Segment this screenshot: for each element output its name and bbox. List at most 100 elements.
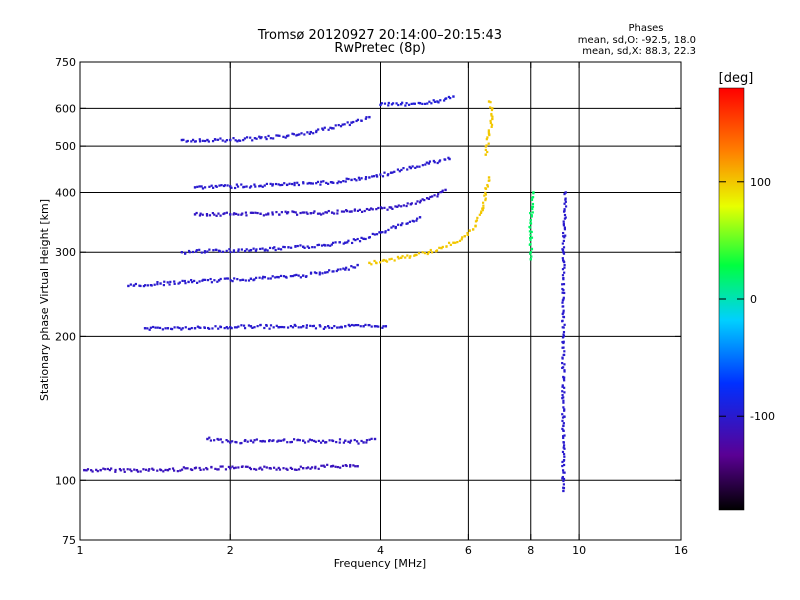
data-point [490, 125, 493, 128]
data-point [562, 401, 565, 404]
data-point [441, 245, 444, 249]
data-point [195, 249, 198, 252]
data-point [382, 325, 385, 328]
data-point [193, 213, 197, 216]
data-point [364, 117, 367, 120]
data-point [433, 161, 436, 164]
data-point [300, 326, 303, 329]
data-point [321, 272, 324, 275]
data-point [408, 220, 412, 223]
data-point [436, 161, 439, 165]
data-point [360, 177, 363, 180]
data-point [264, 248, 267, 251]
data-point [307, 246, 311, 249]
data-point [236, 185, 240, 188]
data-point [249, 439, 253, 442]
data-point [364, 237, 367, 241]
data-point [335, 269, 338, 273]
data-point [178, 326, 181, 330]
data-point [373, 437, 377, 441]
data-point [232, 467, 236, 470]
data-point [123, 470, 126, 473]
data-point [561, 320, 564, 323]
data-point [562, 246, 566, 249]
data-point [283, 326, 286, 329]
data-point [114, 470, 117, 473]
data-point [272, 137, 275, 140]
data-point [219, 277, 222, 281]
data-point [315, 130, 318, 134]
data-point [309, 130, 312, 134]
data-point [226, 184, 229, 187]
data-point [181, 327, 184, 330]
data-point [531, 205, 535, 208]
data-point [292, 210, 295, 214]
data-point [481, 209, 484, 212]
data-point [130, 470, 133, 473]
data-point [314, 467, 317, 470]
data-point [308, 181, 311, 185]
data-point [562, 316, 566, 319]
data-point [355, 440, 359, 443]
data-point [563, 228, 567, 231]
data-point [562, 239, 565, 243]
data-point [162, 470, 165, 473]
data-point [236, 140, 239, 143]
data-point [166, 327, 170, 330]
data-point [382, 258, 385, 262]
data-point [562, 424, 565, 428]
data-point [562, 296, 565, 299]
data-point [261, 247, 264, 250]
data-point [232, 249, 236, 252]
data-point [289, 466, 292, 469]
data-point [259, 184, 262, 188]
data-point [319, 325, 322, 328]
data-point [244, 438, 247, 442]
data-point [484, 153, 487, 156]
data-point [322, 464, 325, 467]
data-point [458, 239, 462, 242]
data-point [324, 244, 327, 247]
data-point [445, 245, 448, 248]
data-point [561, 384, 564, 387]
data-point [211, 211, 214, 215]
y-tick-label: 600 [55, 102, 76, 115]
data-point [370, 325, 373, 328]
data-point [563, 409, 566, 412]
data-point [562, 486, 565, 489]
data-point [440, 246, 443, 250]
data-point [354, 239, 357, 242]
data-point [334, 465, 337, 468]
data-point [394, 205, 397, 208]
data-point [83, 468, 86, 472]
chart-title: Tromsø 20120927 20:14:00–20:15:43 [257, 28, 502, 43]
data-point [261, 185, 264, 188]
data-point [275, 468, 278, 471]
data-point [383, 206, 386, 209]
data-point [156, 281, 159, 284]
data-point [226, 277, 230, 280]
data-point [484, 187, 488, 190]
data-point [563, 264, 566, 267]
data-point [272, 466, 276, 469]
data-point [309, 324, 312, 327]
data-point [159, 282, 162, 285]
data-point [154, 326, 157, 329]
data-point [287, 246, 290, 249]
data-point [301, 466, 305, 470]
data-point [247, 279, 251, 282]
data-point [563, 323, 566, 326]
data-point [418, 216, 422, 219]
data-point [235, 183, 238, 186]
data-point [530, 248, 533, 251]
data-point [564, 197, 567, 200]
data-point [562, 340, 565, 343]
data-point [271, 211, 274, 214]
data-point [344, 439, 347, 442]
data-point [180, 251, 184, 254]
data-point [184, 326, 187, 329]
data-point [427, 251, 431, 254]
data-point [104, 468, 107, 471]
data-point [225, 211, 228, 214]
data-point [199, 468, 202, 472]
